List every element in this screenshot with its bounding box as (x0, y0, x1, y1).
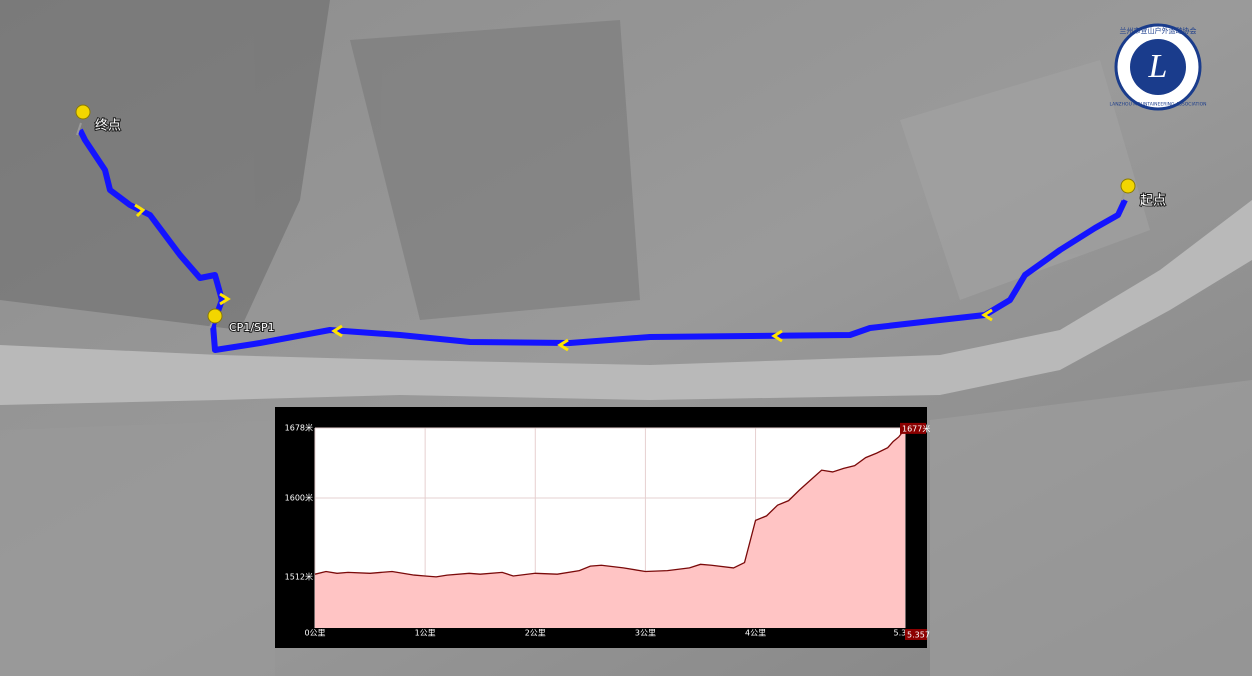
river (0, 200, 1252, 405)
x-tick-label: 0公里 (304, 629, 325, 638)
end-label: 终点 (95, 118, 121, 134)
start-label: 起点 (1140, 194, 1166, 209)
logo-name-en: LANZHOU MOUNTAINEERING ASSOCIATION (1110, 102, 1207, 108)
logo-name: 兰州市登山户外运动协会 (1120, 26, 1197, 35)
y-tick-label: 1512米 (285, 571, 313, 581)
x-tick-label: 1公里 (415, 629, 436, 638)
end-distance-label: 5.357 (907, 631, 930, 640)
logo-letter: L (1148, 48, 1168, 85)
logo: L 兰州市登山户外运动协会 LANZHOU MOUNTAINEERING ASS… (1110, 23, 1207, 111)
end-elevation-label: 1677米 (902, 423, 930, 433)
y-tick-label: 1600米 (285, 492, 313, 502)
elevation-area (315, 428, 905, 628)
y-tick-label: 1678米 (285, 423, 313, 433)
x-tick-label: 4公里 (745, 629, 766, 638)
checkpoint-label: CP1/SP1 (229, 321, 275, 334)
end-distance-box (905, 629, 927, 640)
direction-arrows (134, 203, 993, 352)
pins (75, 104, 1136, 329)
x-tick-label: 2公里 (525, 629, 546, 638)
elevation-line (314, 428, 906, 578)
x-tick-label: 3公里 (635, 629, 656, 638)
route (77, 128, 1128, 353)
end-elevation-box (900, 422, 926, 434)
